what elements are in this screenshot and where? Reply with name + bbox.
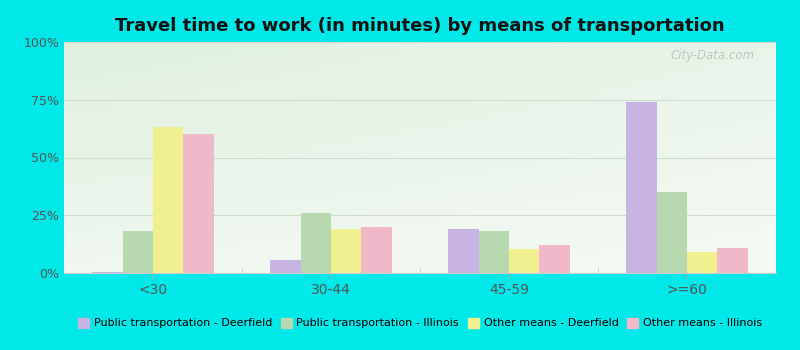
Title: Travel time to work (in minutes) by means of transportation: Travel time to work (in minutes) by mean… (115, 17, 725, 35)
Bar (657, 192, 687, 273)
Bar (270, 260, 301, 273)
Bar (122, 231, 153, 273)
Bar (626, 102, 657, 273)
Bar (93, 272, 122, 273)
Bar (687, 252, 718, 273)
Bar (301, 213, 331, 273)
Bar (539, 245, 570, 273)
Bar (718, 247, 747, 273)
Bar (183, 134, 214, 273)
Bar (449, 229, 478, 273)
Bar (331, 229, 362, 273)
Text: City-Data.com: City-Data.com (670, 49, 754, 62)
Bar (478, 231, 509, 273)
Bar (362, 227, 391, 273)
Bar (153, 127, 183, 273)
Legend: Public transportation - Deerfield, Public transportation - Illinois, Other means: Public transportation - Deerfield, Publi… (74, 313, 766, 333)
Bar (509, 249, 539, 273)
